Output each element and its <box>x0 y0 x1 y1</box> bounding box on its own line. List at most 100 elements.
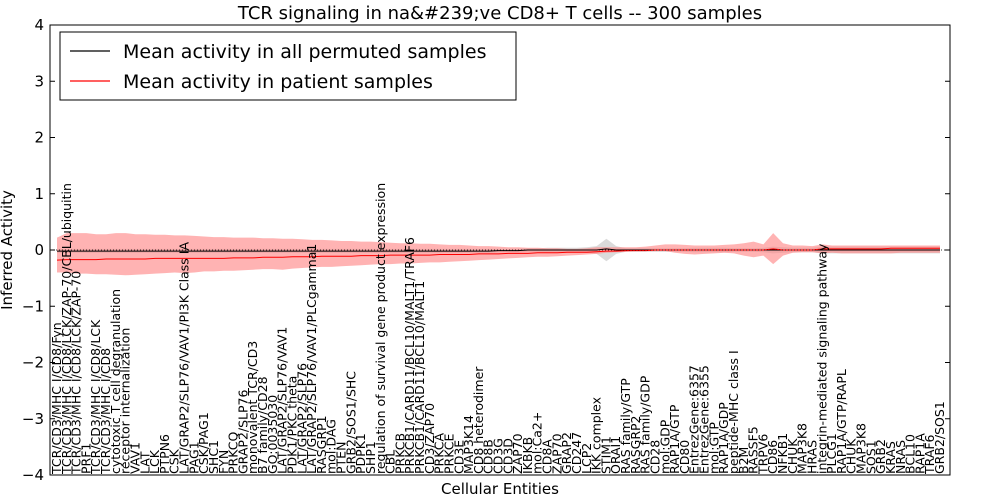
x-category-label: CD80 <box>677 440 692 474</box>
x-category-label: ZAP70 <box>549 433 564 474</box>
x-category-label: MAP3K8 <box>795 423 810 474</box>
x-category-label: CD28 <box>647 440 662 474</box>
x-category-label: LAT/GRAP2/SLP76/VAV1/PLCgamma1 <box>304 244 319 474</box>
x-category-label: CSK/PAG1 <box>196 412 211 474</box>
x-category-label: PRKCE <box>441 434 456 474</box>
x-category-label: CD8A <box>540 439 555 474</box>
x-category-label: IKK complex <box>589 397 604 474</box>
y-axis-title: Inferred Activity <box>0 190 16 310</box>
x-category-label: RASGRP2 <box>628 415 643 474</box>
x-category-label: RAS family/GTP <box>618 378 633 474</box>
series-lines <box>56 247 940 261</box>
x-category-label: RAP1A <box>912 433 927 474</box>
x-category-label: PRKCA <box>432 433 447 474</box>
x-category-label: GO:0035030 <box>265 395 280 474</box>
x-category-label: IKBKB <box>520 437 535 474</box>
x-category-label: NFKB1 <box>775 433 790 474</box>
x-category-label: PTEN <box>334 442 349 474</box>
y-tick-label: 2 <box>34 129 44 147</box>
x-axis-title: Cellular Entities <box>441 480 559 498</box>
legend-label: Mean activity in patient samples <box>123 71 433 93</box>
x-category-label: mol:GDP <box>657 419 672 474</box>
x-category-label: TRPV6 <box>755 434 770 475</box>
x-category-label: GRB2/SOS1 <box>932 401 947 474</box>
legend: Mean activity in all permuted samples Mea… <box>59 31 517 101</box>
x-category-label: LAT/GRAP2/SLP76/VAV1/PI3K Class IA <box>177 242 192 474</box>
x-category-label: receptor internalization <box>118 328 133 474</box>
x-category-label: PRKCB <box>392 433 407 474</box>
y-tick-label: −3 <box>22 410 44 428</box>
x-category-label: RASSF5 <box>746 426 761 474</box>
x-category-label: SHP1 <box>363 441 378 474</box>
x-category-label: CD8 heterodimer <box>471 366 486 474</box>
x-category-label: RAS family/GDP <box>638 375 653 474</box>
x-category-label: ORAI1 <box>608 436 623 474</box>
x-category-label: LAT/GRAP2/SLP76 <box>294 363 309 474</box>
x-category-label: MAP3K14 <box>461 415 476 474</box>
x-category-label: TRAF6 <box>922 434 937 475</box>
x-category-label: PDPK1 <box>353 433 368 474</box>
x-category-label: mol:DAG <box>324 419 339 474</box>
x-category-label: STIM1 <box>598 436 613 474</box>
x-category-label: CHUK <box>785 438 800 474</box>
x-category-label: RAP1A/GDP <box>716 402 731 474</box>
x-category-label: LAT <box>137 451 152 474</box>
x-category-label: SHC1 <box>206 440 221 474</box>
x-category-label: RAP1A/GTP <box>667 404 682 474</box>
x-category-label: EntrezGene:6357 <box>687 365 702 474</box>
x-category-label: PAG1 <box>186 441 201 474</box>
x-category-label: B7 family/CD28 <box>255 376 270 474</box>
x-category-label: CBL <box>383 450 398 474</box>
x-category-label: GRB2 <box>873 439 888 474</box>
x-category-label: FYN <box>216 450 231 474</box>
x-category-label: TCR/CD3/MHC I/CD8/LCK <box>88 319 103 475</box>
x-category-label: NRAS <box>893 440 908 474</box>
x-category-label: RASGRP1 <box>314 415 329 474</box>
x-category-label: EntrezGene:6355 <box>697 365 712 474</box>
x-category-label: CSK <box>167 448 182 474</box>
x-category-label: cytotoxic T cell degranulation <box>108 289 123 474</box>
x-category-label: integrin-mediated signaling pathway <box>814 243 829 474</box>
x-category-label: TCR/CD3/MHC I/CD8/LCK/ZAP-70 <box>69 271 84 475</box>
x-category-label: PTPN6 <box>157 434 172 474</box>
x-category-label: regulation of survival gene product expr… <box>373 183 388 474</box>
x-category-label: LCK <box>147 449 162 474</box>
x-category-label: VAV1 <box>127 442 142 474</box>
x-category-label: BCL10 <box>903 434 918 474</box>
y-tick-label: 4 <box>34 16 44 34</box>
x-category-label: GRAP2/SLP76 <box>235 389 250 474</box>
x-category-label: PDK1/PKC theta <box>284 376 299 474</box>
x-category-label: TCR/CD3/MHC I/CD8 <box>98 348 113 475</box>
legend-label: Mean activity in all permuted samples <box>123 41 486 63</box>
x-category-label: peptide-MHC class I <box>726 350 741 474</box>
x-category-label: KRAS <box>883 441 898 474</box>
x-category-label: PRF1 <box>78 443 93 474</box>
x-category-label: CD86 <box>765 440 780 474</box>
x-category-label: ZAP70 <box>510 433 525 474</box>
y-tick-label: −4 <box>22 466 44 484</box>
x-category-label: HRAS <box>804 440 819 474</box>
x-category-label: CD3/ZAP70 <box>422 403 437 474</box>
y-axis: −4 −3 −2 −1 0 1 2 3 4 <box>22 16 950 484</box>
y-tick-label: −2 <box>22 354 44 372</box>
x-category-label: PRKCB1/CARD11/BCL10/MALT1/TRAF6 <box>402 237 417 474</box>
chart-title: TCR signaling in na&#239;ve CD8+ T cells… <box>237 3 762 24</box>
x-category-label: CD3D <box>500 438 515 474</box>
x-category-label: mol:GTP <box>706 422 721 474</box>
x-category-label: GRB2/SOS1/SHC <box>343 371 358 474</box>
y-tick-label: 0 <box>34 241 44 259</box>
x-category-label: RAP1A/GTP/RAPL <box>834 369 849 474</box>
x-category-label: MAP3K8 <box>854 423 869 474</box>
x-category-label: GRAP2 <box>559 432 574 474</box>
x-category-label: CHUK <box>844 438 859 474</box>
x-category-label: monovalent TCR/CD3 <box>245 341 260 474</box>
x-category-label: PLCG1 <box>824 433 839 474</box>
legend-box <box>59 31 517 101</box>
x-category-label: LAT/GRAP2/SLP76/VAV1 <box>275 327 290 474</box>
x-category-label: PRKCQ <box>226 432 241 474</box>
x-category-label: CD3E <box>451 440 466 474</box>
x-category-label: CD247 <box>569 432 584 474</box>
x-category-label: PRKCB1/CARD11/BCL10/MALT1 <box>412 281 427 474</box>
